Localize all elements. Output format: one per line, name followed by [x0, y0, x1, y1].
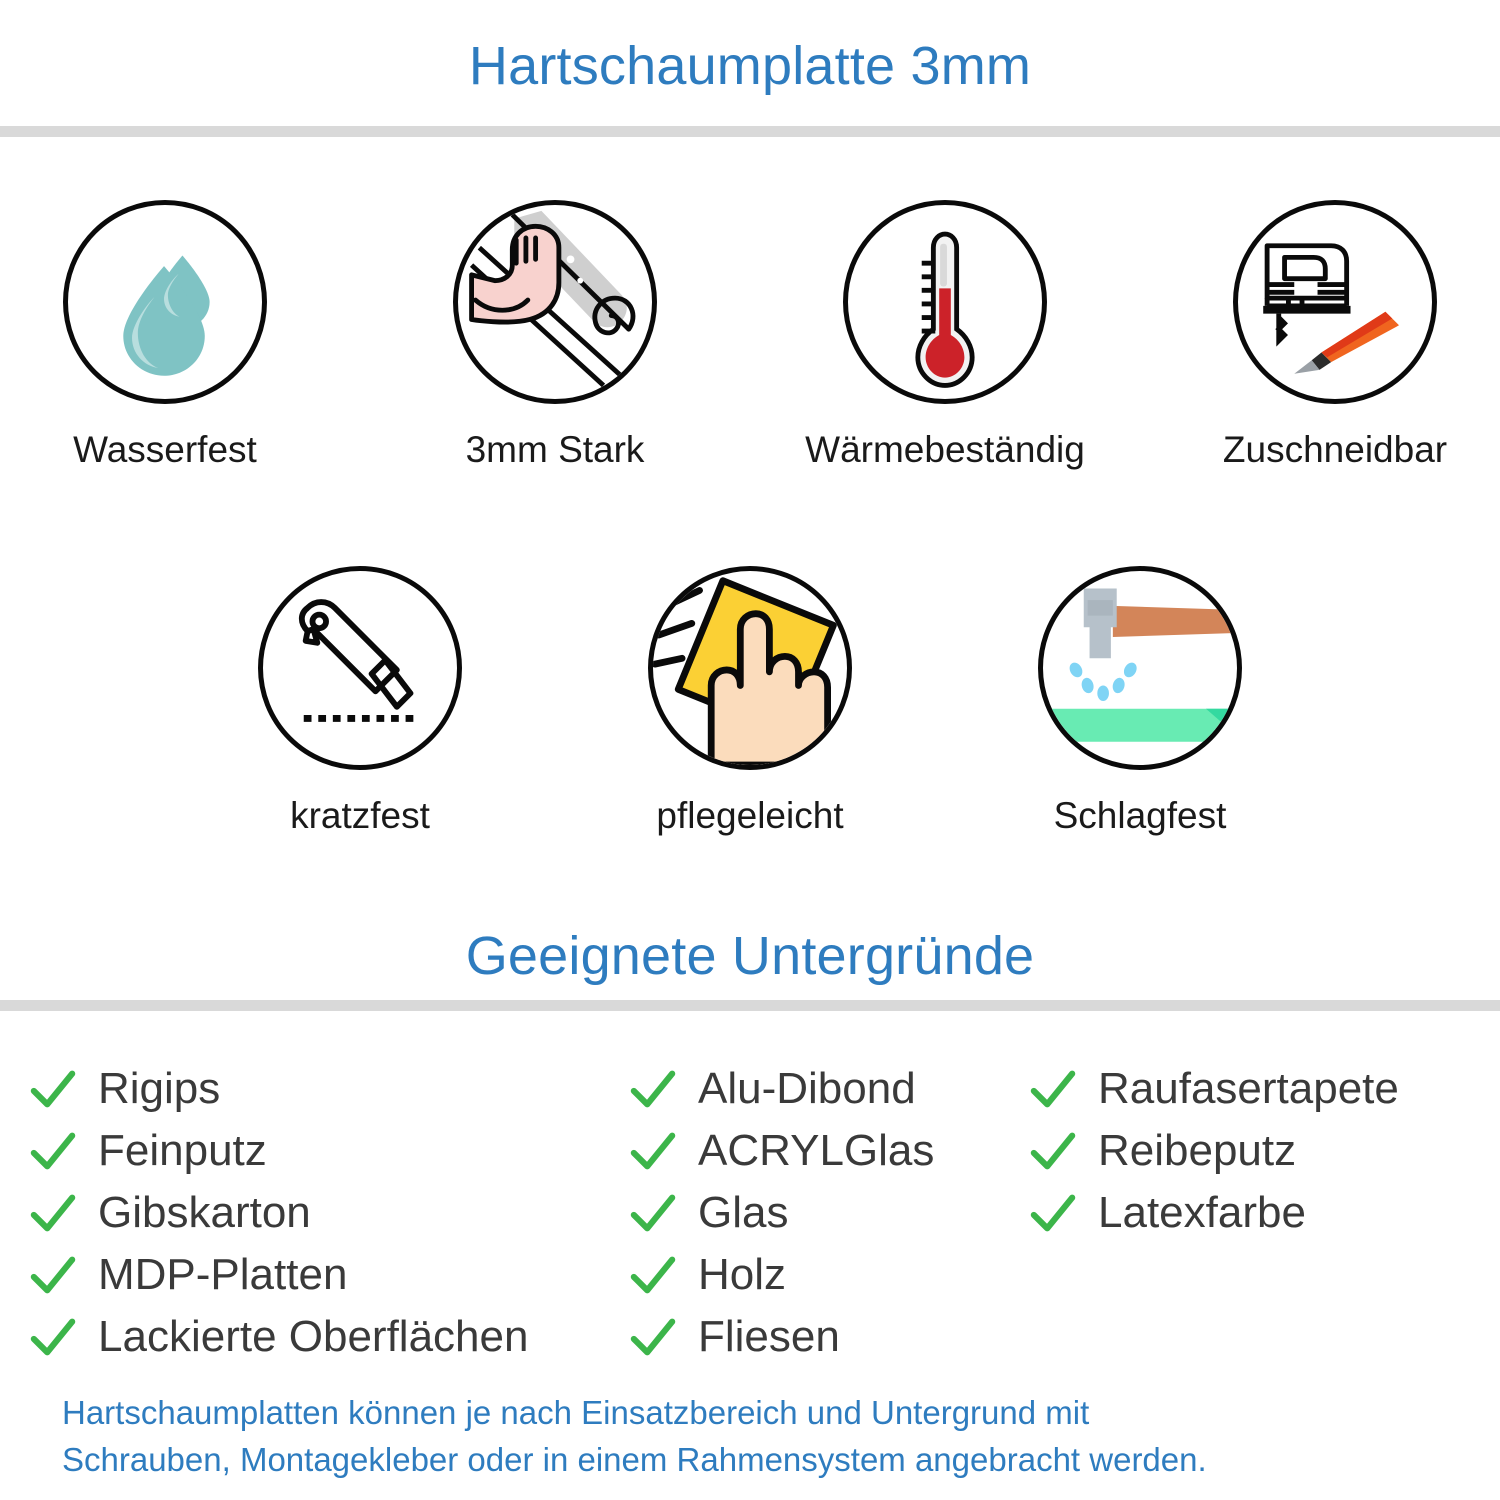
list-item-label: Feinputz — [98, 1126, 267, 1175]
feature-zuschneidbar: Zuschneidbar — [1200, 200, 1471, 471]
check-icon — [630, 1128, 676, 1174]
feature-3mm-stark: 3mm Stark — [420, 200, 691, 471]
hand-with-cloth-icon — [653, 571, 847, 765]
check-icon — [30, 1252, 76, 1298]
flexed-arm-strength-icon — [458, 205, 652, 399]
page-title: Hartschaumplatte 3mm — [468, 36, 1032, 96]
check-icon — [30, 1066, 76, 1112]
feature-wasserfest: Wasserfest — [30, 200, 301, 471]
check-icon — [630, 1066, 676, 1112]
substrates-column-2: Alu-Dibond ACRYLGlas Glas Holz — [630, 1058, 1030, 1368]
footer-note-line-1: Hartschaumplatten können je nach Einsatz… — [62, 1394, 1090, 1431]
feature-label: kratzfest — [290, 794, 430, 836]
check-icon — [630, 1190, 676, 1236]
feature-icon-circle — [1233, 200, 1437, 404]
list-item: Fliesen — [630, 1306, 1030, 1368]
footer-note: Hartschaumplatten können je nach Einsatz… — [62, 1390, 1462, 1484]
substrates-column-1: Rigips Feinputz Gibskarton MDP-Platten — [30, 1058, 630, 1368]
check-icon — [30, 1128, 76, 1174]
feature-icon-circle — [258, 565, 462, 770]
check-icon — [1030, 1128, 1076, 1174]
list-item-label: Lackierte Oberflächen — [98, 1312, 529, 1361]
list-item-label: Fliesen — [698, 1312, 840, 1361]
list-item: Alu-Dibond — [630, 1058, 1030, 1120]
check-icon — [1030, 1066, 1076, 1112]
feature-label: Zuschneidbar — [1222, 429, 1448, 470]
list-item: Rigips — [30, 1058, 630, 1120]
list-item: Raufasertapete — [1030, 1058, 1470, 1120]
list-item: Latexfarbe — [1030, 1182, 1470, 1244]
list-item: Feinputz — [30, 1120, 630, 1182]
list-item-label: Latexfarbe — [1098, 1188, 1306, 1237]
list-item-label: Gibskarton — [98, 1188, 311, 1237]
feature-icon-circle — [1038, 565, 1242, 770]
list-item-label: MDP-Platten — [98, 1250, 348, 1299]
list-item-label: Alu-Dibond — [698, 1064, 916, 1113]
feature-icon-circle — [453, 200, 657, 404]
feature-icon-circle — [648, 565, 852, 770]
feature-label: Wasserfest — [73, 429, 257, 470]
list-item: ACRYLGlas — [630, 1120, 1030, 1182]
check-icon — [630, 1252, 676, 1298]
list-item-label: ACRYLGlas — [698, 1126, 935, 1175]
list-item: Holz — [630, 1244, 1030, 1306]
feature-icon-circle — [843, 200, 1047, 404]
list-item: Reibeputz — [1030, 1120, 1470, 1182]
feature-label: Wärmebeständig — [805, 429, 1085, 470]
footer-note-line-2: Schrauben, Montagekleber oder in einem R… — [62, 1440, 1207, 1478]
list-item-label: Holz — [698, 1250, 787, 1299]
list-item-label: Glas — [698, 1188, 789, 1237]
divider-bottom — [0, 1000, 1500, 1011]
substrates-list: Rigips Feinputz Gibskarton MDP-Platten — [30, 1058, 1480, 1368]
feature-grid: Wasserfest — [0, 200, 1500, 836]
check-icon — [30, 1314, 76, 1360]
jigsaw-and-knife-icon — [1238, 205, 1432, 399]
feature-pflegeleicht: pflegeleicht — [615, 565, 886, 837]
check-icon — [630, 1314, 676, 1360]
list-item-label: Raufasertapete — [1098, 1064, 1399, 1113]
feature-icon-circle — [63, 200, 267, 404]
feature-waermebestaendig: Wärmebeständig — [805, 200, 1085, 471]
feature-kratzfest: kratzfest — [225, 565, 496, 837]
list-item: Glas — [630, 1182, 1030, 1244]
feature-row-2: kratzfest — [0, 565, 1500, 837]
list-item: MDP-Platten — [30, 1244, 630, 1306]
list-item: Gibskarton — [30, 1182, 630, 1244]
substrates-column-3: Raufasertapete Reibeputz Latexfarbe — [1030, 1058, 1470, 1244]
feature-label: 3mm Stark — [465, 429, 645, 470]
cutter-knife-dashed-line-icon — [263, 571, 457, 765]
divider-top — [0, 126, 1500, 137]
list-item-label: Rigips — [98, 1064, 221, 1113]
water-drops-icon — [68, 205, 262, 399]
feature-label: Schlagfest — [1053, 794, 1227, 836]
feature-schlagfest: Schlagfest — [1005, 565, 1276, 837]
check-icon — [30, 1190, 76, 1236]
check-icon — [1030, 1190, 1076, 1236]
feature-label: pflegeleicht — [656, 794, 844, 836]
feature-row-1: Wasserfest — [0, 200, 1500, 471]
list-item: Lackierte Oberflächen — [30, 1306, 630, 1368]
thermometer-icon — [848, 205, 1042, 399]
substrates-heading: Geeignete Untergründe — [465, 926, 1035, 986]
list-item-label: Reibeputz — [1098, 1126, 1297, 1175]
hammer-impact-icon — [1043, 571, 1237, 765]
